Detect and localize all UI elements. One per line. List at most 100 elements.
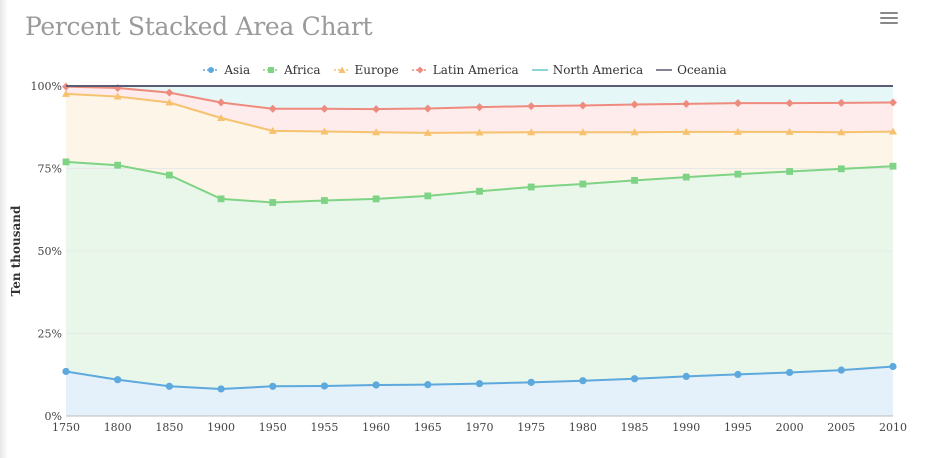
point-europe (372, 128, 381, 136)
point-latin-america (785, 99, 794, 108)
point-europe (113, 92, 122, 100)
point-europe (62, 89, 70, 97)
y-axis-label: Ten thousand (9, 205, 23, 296)
point-europe (889, 127, 897, 135)
y-tick-label: 0% (45, 410, 62, 423)
point-europe (475, 128, 484, 136)
legend-item-europe[interactable]: Europe (333, 63, 399, 77)
chart-title: Percent Stacked Area Chart (25, 12, 373, 41)
point-asia (682, 372, 690, 380)
point-asia (217, 385, 225, 393)
point-africa (889, 162, 897, 170)
point-europe (733, 127, 742, 135)
legend-symbol-icon (263, 67, 280, 73)
point-europe (165, 98, 174, 106)
point-latin-america (217, 98, 226, 107)
point-latin-america (682, 99, 691, 108)
x-tick-label: 1965 (414, 421, 442, 434)
point-africa (476, 187, 483, 195)
x-tick-label: 1980 (569, 421, 597, 434)
point-asia (320, 382, 329, 390)
area-africa (66, 161, 893, 389)
point-africa (682, 173, 690, 181)
point-asia (62, 367, 70, 376)
x-tick-label: 1960 (362, 421, 390, 434)
point-africa (579, 180, 587, 188)
legend-label: Latin America (432, 63, 519, 77)
x-tick-label: 1985 (621, 421, 649, 434)
chart-legend: Asia Africa Europe Latin America North Ameri… (0, 61, 929, 79)
legend-label: North America (552, 63, 644, 77)
point-europe (837, 128, 846, 136)
point-latin-america (527, 102, 536, 111)
point-africa (527, 183, 535, 191)
x-tick-label: 2010 (879, 421, 907, 434)
legend-symbol-icon (411, 66, 428, 74)
hamburger-menu-icon[interactable] (880, 12, 898, 26)
x-tick-label: 1975 (517, 421, 545, 434)
point-europe (682, 127, 691, 135)
point-africa (114, 161, 122, 169)
x-tick-label: 1800 (104, 421, 132, 434)
x-tick-label: 1955 (310, 421, 338, 434)
point-asia (114, 376, 122, 384)
point-asia (734, 370, 742, 379)
point-africa (165, 171, 173, 179)
legend-symbol-icon (531, 69, 548, 71)
point-latin-america (733, 99, 742, 108)
point-europe (578, 128, 587, 136)
legend-symbol-icon (333, 66, 350, 73)
legend-label: Asia (224, 63, 251, 77)
x-tick-label: 1750 (52, 421, 80, 434)
point-asia (579, 377, 587, 385)
point-latin-america (578, 101, 587, 110)
point-europe (527, 128, 536, 136)
point-latin-america (889, 98, 897, 107)
point-europe (630, 128, 639, 136)
point-europe (268, 126, 277, 134)
point-latin-america (372, 105, 381, 114)
point-latin-america (630, 100, 639, 109)
legend-item-africa[interactable]: Africa (262, 63, 321, 77)
point-asia (527, 378, 535, 386)
point-asia (786, 368, 794, 377)
point-latin-america (423, 104, 432, 113)
legend-item-oceania[interactable]: Oceania (655, 63, 727, 77)
point-africa (372, 195, 380, 203)
x-tick-label: 2005 (827, 421, 855, 434)
x-tick-label: 1950 (259, 421, 287, 434)
point-europe (423, 128, 432, 136)
point-europe (785, 127, 794, 135)
y-tick-label: 75% (38, 163, 62, 176)
point-africa (217, 195, 225, 203)
point-asia (889, 362, 897, 371)
point-africa (786, 168, 794, 175)
y-tick-label: 25% (38, 328, 62, 341)
legend-item-asia[interactable]: Asia (202, 63, 250, 77)
point-africa (321, 197, 328, 204)
x-tick-label: 1850 (155, 421, 183, 434)
point-africa (631, 176, 638, 184)
legend-symbol-icon (656, 69, 673, 71)
point-europe (217, 114, 226, 122)
y-tick-label: 50% (38, 245, 62, 258)
x-tick-label: 1990 (672, 421, 700, 434)
point-africa (424, 192, 432, 200)
legend-label: Africa (284, 63, 321, 77)
point-europe (320, 127, 329, 135)
x-tick-label: 1995 (724, 421, 752, 434)
point-asia (630, 375, 639, 383)
left-panel-shadow (0, 0, 8, 458)
point-latin-america (475, 103, 484, 112)
legend-item-north-america[interactable]: North America (531, 63, 643, 77)
point-latin-america (165, 88, 174, 97)
point-asia (475, 380, 484, 388)
point-asia (372, 381, 380, 389)
legend-item-latin-america[interactable]: Latin America (411, 63, 519, 77)
point-latin-america (837, 98, 846, 107)
y-tick-label: 100% (31, 80, 62, 93)
x-tick-label: 1970 (466, 421, 494, 434)
legend-label: Europe (354, 63, 399, 77)
point-asia (424, 381, 432, 389)
